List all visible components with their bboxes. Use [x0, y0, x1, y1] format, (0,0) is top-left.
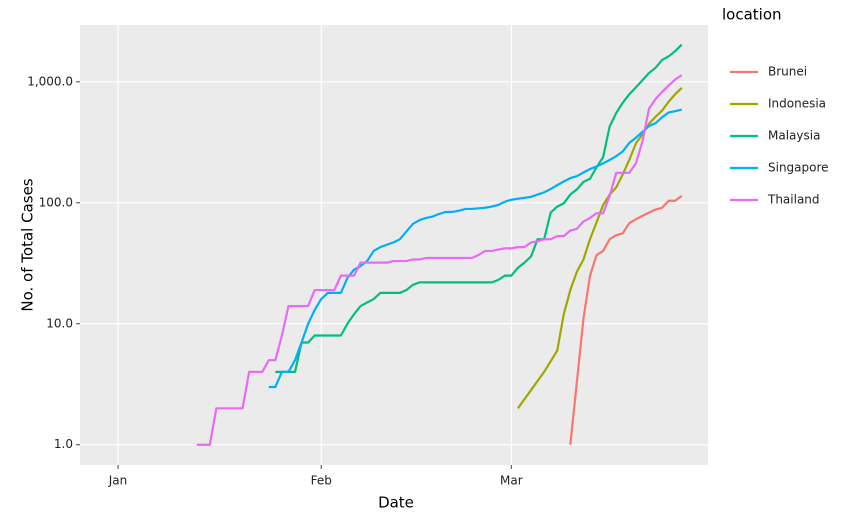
x-tick-label: Jan	[108, 474, 128, 488]
x-axis-title: Date	[378, 494, 414, 512]
series-line	[517, 86, 683, 409]
series-line	[268, 108, 683, 389]
legend-label: Thailand	[767, 193, 820, 207]
y-tick-label: 100.0	[39, 195, 73, 209]
series-line	[569, 195, 683, 445]
y-tick-label: 10.0	[46, 316, 73, 330]
legend-title: location	[722, 6, 782, 24]
y-axis-title: No. of Total Cases	[19, 178, 37, 311]
legend-label: Brunei	[768, 65, 807, 79]
legend-label: Singapore	[768, 161, 829, 175]
series-line	[196, 74, 683, 446]
y-tick-label: 1,000.0	[27, 74, 73, 88]
series-line	[275, 43, 683, 374]
x-tick-label: Feb	[311, 474, 332, 488]
legend-label: Indonesia	[768, 97, 826, 111]
y-tick-label: 1.0	[54, 437, 73, 451]
legend-label: Malaysia	[768, 129, 820, 143]
x-tick-label: Mar	[500, 474, 523, 488]
plot-panel	[80, 25, 708, 465]
